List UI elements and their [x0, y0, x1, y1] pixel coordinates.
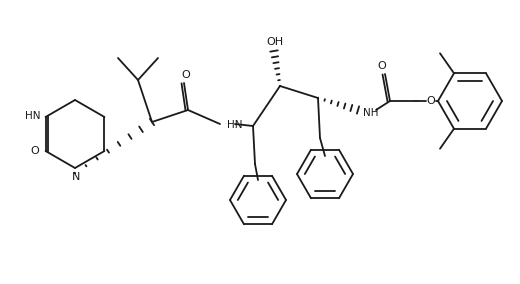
Text: HN: HN — [227, 120, 242, 130]
Text: HN: HN — [25, 111, 41, 121]
Text: O: O — [426, 96, 435, 106]
Text: O: O — [30, 146, 39, 156]
Text: NH: NH — [363, 108, 379, 118]
Text: O: O — [181, 70, 190, 80]
Text: OH: OH — [266, 37, 283, 47]
Text: N: N — [72, 172, 80, 182]
Text: O: O — [378, 61, 386, 71]
